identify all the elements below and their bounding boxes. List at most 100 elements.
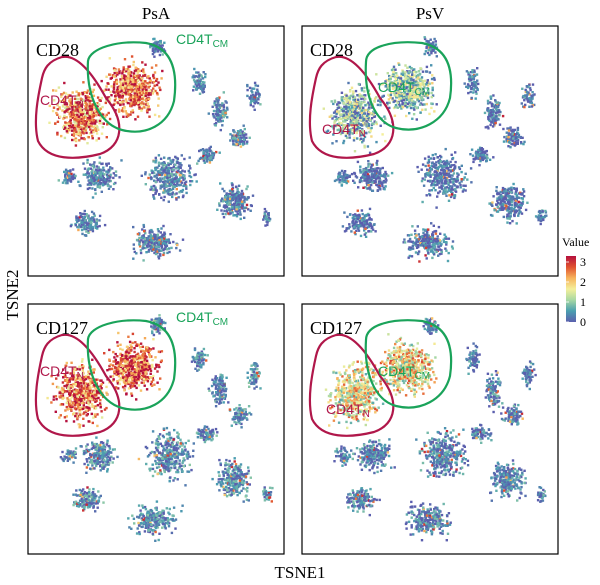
scatter-point [149,236,153,239]
scatter-point [442,160,446,163]
scatter-point [471,69,474,72]
scatter-point [419,67,422,70]
scatter-point [143,106,146,109]
scatter-point [87,231,90,234]
scatter-point [505,138,508,141]
scatter-point [403,72,406,75]
scatter-point [152,80,156,84]
scatter-point [235,195,238,198]
scatter-point [396,94,399,97]
scatter-point [231,186,235,190]
scatter-point [436,156,439,159]
scatter-point [380,182,384,185]
scatter-point [218,96,221,99]
scatter-point [176,178,179,181]
scatter-point [474,90,478,93]
scatter-point [226,108,229,111]
scatter-point [436,174,439,177]
scatter-point [445,169,448,173]
scatter-point [95,219,98,222]
scatter-point [434,43,438,46]
scatter-point [401,97,404,100]
scatter-point [433,45,437,48]
scatter-point [379,167,382,170]
scatter-point [242,140,246,144]
scatter-point [75,103,78,107]
scatter-point [160,185,164,188]
scatter-point [364,171,367,174]
scatter-point [426,161,430,164]
scatter-point [129,80,132,83]
scatter-point [380,83,383,86]
scatter-point [364,235,368,238]
scatter-point [128,65,132,68]
scatter-point [233,205,236,208]
scatter-point [144,240,147,243]
scatter-point [82,99,85,102]
scatter-point [138,88,141,92]
scatter-point [73,138,76,142]
scatter-point [143,230,146,233]
scatter-point [412,78,415,82]
scatter-point [350,110,354,113]
scatter-point [165,242,168,246]
scatter-point [437,165,441,169]
scatter-point [503,187,506,191]
scatter-point [182,194,185,197]
scatter-point [69,169,72,173]
scatter-points [48,37,272,262]
scatter-point [174,172,178,176]
scatter-point [431,74,434,77]
scatter-point [215,106,218,109]
scatter-point [450,193,454,196]
scatter-point [80,221,83,224]
scatter-point [116,73,119,76]
scatter-point [533,103,536,107]
scatter-point [90,105,93,108]
scatter-point [388,83,391,87]
scatter-point [520,204,523,207]
scatter-point [363,219,367,222]
scatter-point [498,114,501,117]
scatter-point [522,188,525,191]
scatter-point [223,109,227,112]
scatter-point [380,181,383,184]
scatter-point [226,116,229,119]
scatter-point [498,110,501,113]
scatter-point [506,221,509,224]
scatter-point [151,237,154,240]
scatter-point [421,200,424,204]
scatter-point [73,101,77,104]
scatter-point [77,92,80,95]
scatter-point [452,182,455,186]
scatter-point [85,227,88,230]
scatter-point [222,115,226,119]
scatter-point [221,124,224,127]
scatter-point [408,88,412,91]
scatter-point [103,115,106,119]
scatter-point [131,111,135,114]
scatter-point [227,203,230,206]
scatter-point [362,173,365,176]
scatter-point [121,87,125,90]
scatter-point [179,174,182,177]
scatter-point [105,75,108,78]
scatter-point [78,118,81,121]
scatter-point [236,212,239,215]
scatter-point [215,115,219,118]
scatter-point [134,69,138,72]
scatter-point [175,187,178,191]
scatter-point [168,241,172,244]
scatter-point [522,195,526,198]
scatter-point [64,181,68,185]
scatter-point [250,89,253,93]
scatter-point [445,194,448,197]
scatter-point [367,123,370,126]
scatter-point [138,85,142,88]
scatter-point [351,127,355,130]
scatter-point [54,122,57,125]
scatter-point [109,77,112,80]
scatter-point [358,179,362,182]
scatter-point [417,83,420,86]
scatter-point [98,121,101,125]
